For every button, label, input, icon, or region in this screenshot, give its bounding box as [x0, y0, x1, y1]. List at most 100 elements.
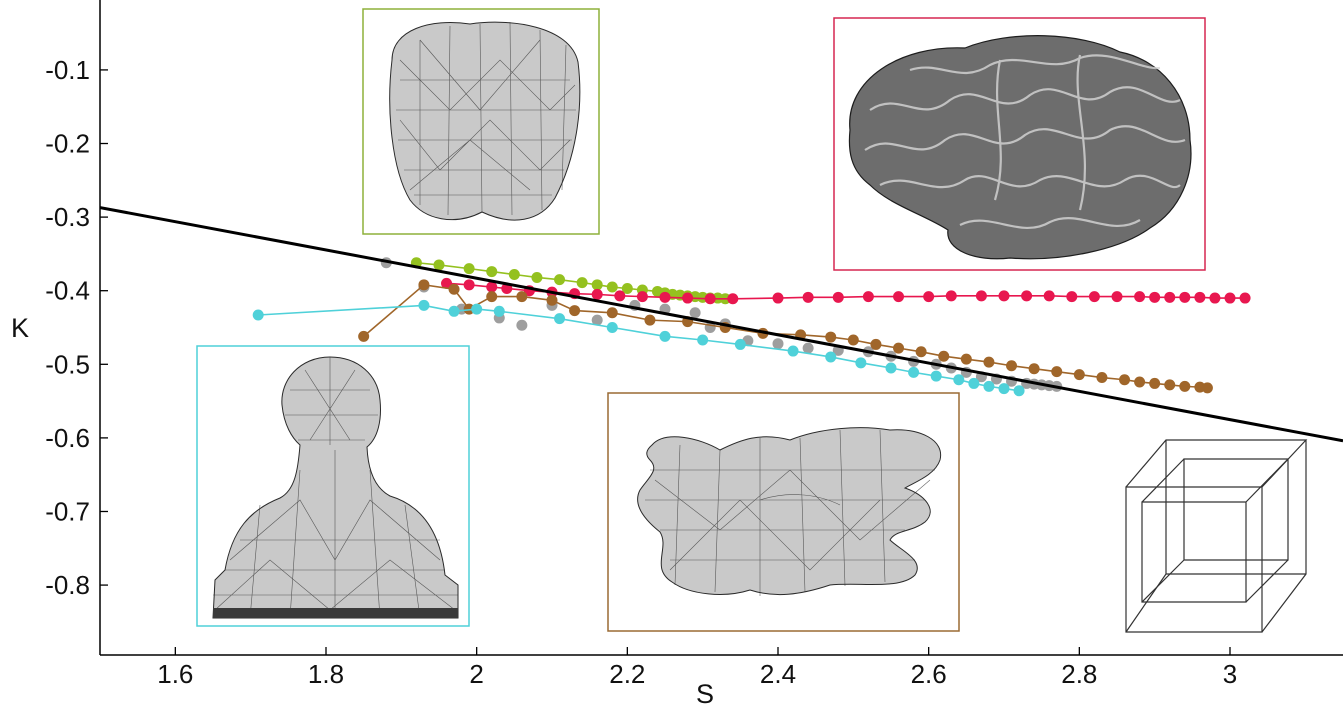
data-point — [1149, 291, 1161, 303]
x-tick-label: 2 — [469, 659, 483, 689]
data-point — [1224, 292, 1236, 304]
x-tick-label: 2.8 — [1061, 659, 1097, 689]
data-point — [847, 334, 859, 346]
data-point — [825, 331, 837, 343]
data-point — [727, 293, 739, 305]
data-point — [1134, 291, 1146, 303]
data-point — [832, 291, 844, 303]
data-point — [983, 356, 995, 368]
data-point — [508, 269, 520, 281]
data-point — [930, 370, 942, 382]
bust-base-shadow — [213, 608, 458, 618]
data-point — [772, 292, 784, 304]
y-tick-label: -0.5 — [45, 349, 90, 379]
data-point — [493, 305, 505, 317]
data-point — [531, 271, 543, 283]
series-layer — [252, 257, 1251, 397]
data-point — [591, 279, 603, 291]
data-point — [689, 307, 701, 319]
data-point — [960, 353, 972, 365]
data-point — [463, 263, 475, 275]
brain-mesh-inset — [833, 17, 1206, 271]
data-point — [448, 305, 460, 317]
data-point — [606, 281, 618, 293]
series-3 — [358, 279, 1213, 394]
data-point — [998, 290, 1010, 302]
data-point — [659, 330, 671, 342]
data-point — [591, 314, 603, 326]
data-point — [486, 266, 498, 278]
cube-wireframe-inset — [1125, 439, 1308, 633]
x-tick-label: 2.4 — [760, 659, 796, 689]
data-point — [418, 279, 430, 291]
data-point — [1179, 291, 1191, 303]
data-point — [1201, 382, 1213, 394]
data-point — [968, 377, 980, 389]
x-tick-label: 1.6 — [157, 659, 193, 689]
y-tick-label: -0.2 — [45, 129, 90, 159]
data-point — [448, 283, 460, 295]
y-ticks: -0.1 -0.2 -0.3 -0.4 -0.5 -0.6 -0.7 -0.8 — [45, 55, 108, 600]
data-point — [704, 293, 716, 305]
y-tick-label: -0.4 — [45, 276, 90, 306]
data-point — [516, 291, 528, 303]
data-point — [554, 274, 566, 286]
data-point — [636, 291, 648, 303]
cube-inner-box — [1141, 458, 1289, 603]
x-tick-label: 2.2 — [609, 659, 645, 689]
data-point — [1043, 290, 1055, 302]
tooth-mesh-inset — [362, 8, 600, 235]
fit-line — [100, 206, 1343, 443]
data-point — [1164, 291, 1176, 303]
data-point — [734, 338, 746, 350]
data-point — [998, 383, 1010, 395]
data-point — [1021, 290, 1033, 302]
data-point — [945, 290, 957, 302]
y-tick-label: -0.1 — [45, 55, 90, 85]
data-point — [802, 291, 814, 303]
cube-outer-box — [1125, 439, 1308, 633]
brain-inset-frame — [833, 17, 1206, 271]
data-point — [983, 380, 995, 392]
data-point — [614, 290, 626, 302]
axes: 1.6 1.8 2 2.2 2.4 2.6 2.8 3 -0.1-0.2-0.3-0.4-0.… — [11, 0, 1343, 709]
data-point — [1149, 377, 1161, 389]
data-point — [697, 334, 709, 346]
x-tick-label: 3 — [1223, 659, 1237, 689]
data-point — [1013, 385, 1025, 397]
data-point — [953, 374, 965, 386]
data-point — [802, 342, 814, 354]
data-point — [644, 314, 656, 326]
data-point — [591, 288, 603, 300]
data-point — [1194, 291, 1206, 303]
data-point — [975, 290, 987, 302]
data-point — [1209, 292, 1221, 304]
data-point — [358, 330, 370, 342]
data-point — [621, 282, 633, 294]
series-line — [363, 283, 1208, 389]
series-4 — [252, 299, 1025, 397]
blob-mesh-shape — [637, 427, 942, 596]
data-point — [433, 259, 445, 271]
data-point — [1164, 379, 1176, 391]
data-point — [486, 281, 498, 293]
data-point — [1239, 292, 1251, 304]
data-point — [576, 277, 588, 289]
data-point — [1051, 366, 1063, 378]
tooth-inset-frame — [362, 8, 600, 235]
data-point — [1179, 380, 1191, 392]
data-point — [659, 291, 671, 303]
y-tick-label: -0.7 — [45, 496, 90, 526]
data-point — [516, 319, 528, 331]
data-point — [486, 291, 498, 303]
y-tick-label: -0.8 — [45, 570, 90, 600]
data-point — [923, 291, 935, 303]
data-point — [908, 366, 920, 378]
data-point — [569, 305, 581, 317]
brain-mesh-shape — [848, 35, 1192, 260]
data-point — [682, 292, 694, 304]
data-point — [1006, 360, 1018, 372]
bust-mesh-inset — [196, 345, 470, 627]
data-point — [915, 346, 927, 358]
